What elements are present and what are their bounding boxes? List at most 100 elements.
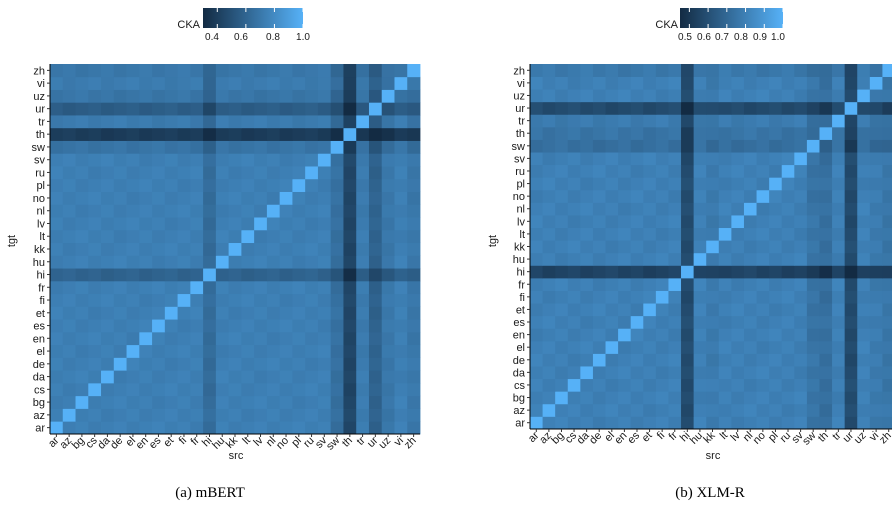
heatmap-cell bbox=[681, 215, 695, 229]
heatmap-cell bbox=[407, 204, 421, 218]
heatmap-cell bbox=[630, 177, 644, 191]
heatmap-cell bbox=[317, 293, 332, 307]
heatmap-cell bbox=[254, 382, 268, 397]
heatmap-cell bbox=[643, 177, 657, 191]
heatmap-cell bbox=[75, 166, 89, 180]
heatmap-cell bbox=[394, 102, 408, 116]
heatmap-cell bbox=[343, 306, 357, 320]
heatmap-cell bbox=[869, 101, 883, 115]
heatmap-cell bbox=[254, 421, 268, 435]
heatmap-cell bbox=[542, 164, 556, 178]
heatmap-cell bbox=[266, 153, 281, 167]
heatmap-cell bbox=[731, 89, 745, 103]
y-tick-label: cs bbox=[34, 384, 46, 396]
heatmap-cell bbox=[580, 202, 594, 216]
heatmap-cell bbox=[794, 64, 808, 77]
heatmap-cell bbox=[555, 366, 569, 380]
heatmap-cell bbox=[555, 252, 569, 266]
heatmap-cell bbox=[177, 306, 191, 320]
heatmap-cell bbox=[857, 189, 871, 203]
legend-mbert: CKA 0.4 0.6 0.8 1.0 bbox=[177, 8, 310, 43]
heatmap-cell bbox=[266, 76, 281, 90]
heatmap-cell bbox=[407, 115, 421, 129]
heatmap-cell bbox=[254, 64, 268, 78]
heatmap-cell bbox=[407, 229, 421, 244]
heatmap-cell bbox=[407, 89, 421, 103]
heatmap-cell bbox=[164, 102, 178, 116]
heatmap-cell bbox=[279, 306, 293, 320]
heatmap-cell bbox=[368, 64, 383, 78]
heatmap-cell bbox=[139, 153, 153, 167]
heatmap-cell bbox=[542, 378, 556, 392]
heatmap-cell bbox=[731, 189, 745, 203]
heatmap-cell bbox=[706, 403, 720, 417]
heatmap-cell bbox=[618, 240, 632, 254]
heatmap-cell bbox=[254, 306, 268, 320]
heatmap-cell bbox=[630, 64, 644, 77]
heatmap-cell bbox=[88, 395, 102, 409]
heatmap-cell bbox=[731, 391, 745, 405]
heatmap-cell bbox=[756, 328, 770, 342]
heatmap-cell bbox=[394, 280, 408, 295]
heatmap-cell bbox=[407, 331, 421, 346]
heatmap-cell bbox=[126, 331, 140, 346]
heatmap-cell bbox=[844, 315, 858, 329]
heatmap-cell bbox=[630, 328, 644, 342]
heatmap-cell bbox=[203, 89, 217, 103]
heatmap-cell bbox=[580, 139, 594, 153]
heatmap-cell bbox=[605, 152, 619, 166]
heatmap-cell bbox=[731, 64, 745, 77]
heatmap-cell bbox=[305, 344, 319, 358]
heatmap-cell bbox=[731, 277, 745, 291]
heatmap-cell bbox=[618, 391, 632, 405]
heatmap-cell bbox=[794, 202, 808, 216]
heatmap-cell bbox=[693, 328, 707, 342]
heatmap-cell bbox=[317, 140, 332, 154]
y-tick-label: en bbox=[33, 333, 45, 345]
heatmap-cell bbox=[317, 89, 332, 103]
heatmap-cell bbox=[279, 357, 293, 371]
heatmap-cell bbox=[681, 64, 695, 77]
heatmap-cell bbox=[655, 353, 669, 367]
heatmap-cell bbox=[215, 191, 230, 205]
heatmap-cell bbox=[279, 115, 293, 129]
heatmap-cell bbox=[869, 126, 883, 140]
heatmap-cell bbox=[882, 189, 892, 203]
heatmap-cell bbox=[368, 127, 383, 141]
heatmap-cell bbox=[330, 408, 344, 422]
heatmap-cell bbox=[630, 416, 644, 430]
heatmap-cell bbox=[113, 76, 127, 90]
heatmap-cell bbox=[605, 252, 619, 266]
heatmap-cell bbox=[292, 255, 306, 269]
heatmap-cell bbox=[781, 403, 795, 417]
heatmap-cell bbox=[718, 101, 732, 115]
heatmap-cell bbox=[152, 395, 166, 409]
heatmap-cell bbox=[580, 89, 594, 103]
heatmap-cell bbox=[567, 227, 581, 241]
heatmap-cell bbox=[215, 178, 230, 192]
heatmap-cell bbox=[368, 204, 383, 218]
heatmap-cell bbox=[655, 265, 669, 279]
heatmap-cell bbox=[164, 204, 178, 218]
heatmap-cell bbox=[330, 280, 344, 295]
heatmap-cell bbox=[101, 166, 115, 180]
heatmap-cell bbox=[693, 265, 707, 279]
heatmap-cell bbox=[152, 421, 166, 435]
heatmap-cell bbox=[605, 391, 619, 405]
heatmap-cell bbox=[190, 370, 204, 384]
y-tick-label: sw bbox=[512, 141, 526, 153]
heatmap-cell bbox=[228, 64, 242, 78]
heatmap-cell bbox=[343, 166, 357, 180]
heatmap-cell bbox=[305, 331, 319, 346]
heatmap-cell bbox=[756, 126, 770, 140]
heatmap-cell bbox=[580, 277, 594, 291]
heatmap-cell bbox=[215, 331, 230, 346]
heatmap-cell bbox=[592, 353, 606, 367]
heatmap-cell bbox=[567, 378, 581, 392]
heatmap-cell bbox=[356, 242, 370, 256]
heatmap-cell bbox=[113, 153, 127, 167]
colorbar bbox=[203, 8, 303, 28]
heatmap-cell bbox=[806, 391, 820, 405]
heatmap-cell bbox=[718, 416, 732, 430]
y-tick-label: no bbox=[33, 193, 45, 205]
